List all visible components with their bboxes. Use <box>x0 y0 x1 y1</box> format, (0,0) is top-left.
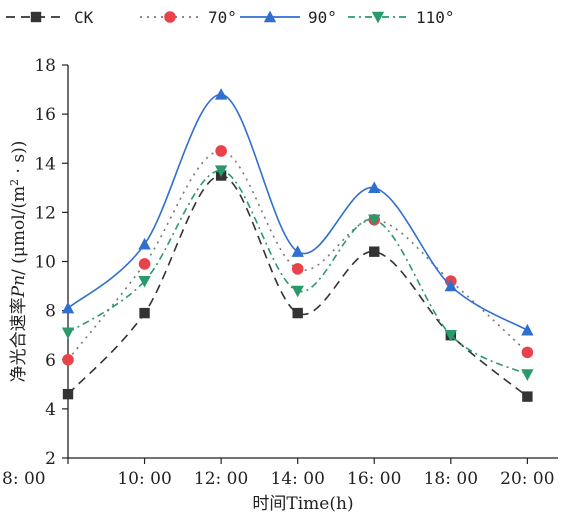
legend-item-ck: CK <box>6 8 94 27</box>
x-tick-label: 14: 00 <box>270 469 324 489</box>
data-point-110 <box>368 214 381 227</box>
data-point-70 <box>138 258 151 270</box>
y-tick-label: 6 <box>45 351 56 371</box>
data-point-90 <box>291 245 304 257</box>
data-point-110 <box>521 369 534 381</box>
legend-item-70: 70° <box>140 8 237 27</box>
series-layer <box>61 88 534 402</box>
x-tick-label: 16: 00 <box>347 469 401 489</box>
data-point-90 <box>214 88 228 100</box>
data-point-ck <box>369 246 380 257</box>
axes: 2 4 6 8 10 12 14 16 18 8: 00 10: 00 12: 00 14: 00 16:… <box>2 56 558 489</box>
data-point-110 <box>291 285 304 298</box>
data-point-110 <box>61 327 75 340</box>
y-tick-label: 16 <box>34 105 56 125</box>
y-tick-label: 12 <box>34 203 56 223</box>
x-tick-label: 8: 00 <box>2 469 46 489</box>
data-point-70 <box>521 346 534 359</box>
legend-label: 110° <box>416 8 455 27</box>
y-tick-label: 14 <box>34 154 56 174</box>
data-point-ck <box>139 307 150 319</box>
legend-item-90: 90° <box>240 8 337 27</box>
legend-label: 70° <box>208 8 237 27</box>
legend: CK 70° 90° 110° <box>6 8 455 27</box>
x-tick-label: 10: 00 <box>117 469 171 489</box>
y-tick-label: 18 <box>34 56 56 76</box>
series-line-90 <box>67 93 528 331</box>
legend-label: CK <box>74 8 94 27</box>
data-point-90 <box>61 301 75 314</box>
legend-marker <box>263 10 277 23</box>
series-110 <box>61 165 534 381</box>
y-axis-title: 净光合速率Pn/ (μmol/(m2 · s)) <box>8 141 30 383</box>
data-point-110 <box>138 275 151 288</box>
data-point-90 <box>521 323 534 336</box>
legend-marker <box>30 11 42 23</box>
data-point-110 <box>214 165 228 178</box>
y-tick-label: 10 <box>34 253 56 273</box>
x-tick-label: 20: 00 <box>500 469 554 489</box>
data-point-70 <box>62 353 74 366</box>
y-tick-label: 8 <box>45 302 56 322</box>
y-tick-label: 2 <box>45 449 56 469</box>
data-point-ck <box>62 388 74 400</box>
x-tick-label: 12: 00 <box>194 469 248 489</box>
series-90 <box>61 88 534 336</box>
data-point-90 <box>444 279 458 292</box>
legend-item-110: 110° <box>348 8 455 27</box>
legend-marker <box>371 11 385 24</box>
legend-marker <box>164 11 176 23</box>
data-point-90 <box>138 237 151 250</box>
data-point-70 <box>291 263 304 275</box>
data-point-ck <box>522 391 533 402</box>
x-axis-title: 时间Time(h) <box>252 494 353 514</box>
data-point-110 <box>444 329 458 342</box>
legend-label: 90° <box>308 8 337 27</box>
y-tick-label: 4 <box>45 400 56 420</box>
data-point-90 <box>368 181 381 194</box>
data-point-70 <box>215 145 227 157</box>
data-point-ck <box>292 307 303 319</box>
x-tick-label: 18: 00 <box>424 469 478 489</box>
